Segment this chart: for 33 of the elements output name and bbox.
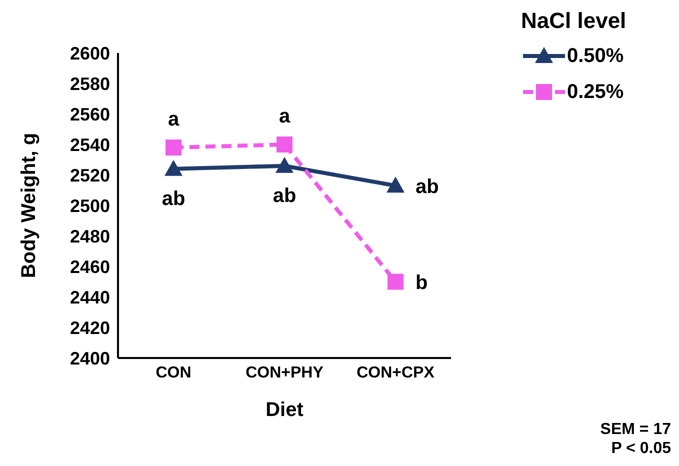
annotation: a: [168, 108, 180, 131]
y-tick-label: 2540: [70, 134, 110, 155]
x-tick-label: CON+CPX: [356, 364, 435, 382]
y-tick-label: 2560: [70, 104, 110, 124]
y-tick-label: 2460: [70, 256, 110, 277]
point: [166, 140, 182, 156]
text: SEM = 17: [600, 420, 671, 439]
point: [276, 156, 294, 173]
legend-label: 0.50%: [567, 44, 624, 68]
annotation: ab: [272, 185, 296, 208]
y-axis-title: Body Weight, g: [18, 132, 40, 278]
annotation: b: [416, 272, 428, 294]
point: [386, 176, 404, 193]
text: P < 0.05: [610, 439, 671, 458]
y-tick-label: 2600: [70, 43, 110, 64]
legend-title: NaCl level: [521, 8, 628, 34]
legend-label: 0.25%: [567, 80, 624, 104]
x-tick-label: CON+PHY: [246, 364, 324, 382]
x-axis-title: Diet: [266, 399, 304, 421]
y-tick-label: 2500: [70, 196, 110, 216]
y-tick-label: 2520: [70, 165, 110, 186]
point: [164, 160, 182, 176]
point: [276, 136, 292, 152]
annotation: ab: [162, 188, 186, 210]
y-tick-label: 2400: [70, 348, 110, 368]
y-tick-label: 2420: [70, 318, 110, 338]
annotation: ab: [416, 176, 439, 198]
x-tick-label: CON: [156, 364, 192, 382]
y-tick-label: 2480: [70, 226, 110, 246]
annotation: a: [278, 106, 291, 128]
y-tick-label: 2440: [70, 287, 110, 308]
point: [388, 274, 404, 290]
y-tick-label: 2580: [70, 74, 110, 94]
